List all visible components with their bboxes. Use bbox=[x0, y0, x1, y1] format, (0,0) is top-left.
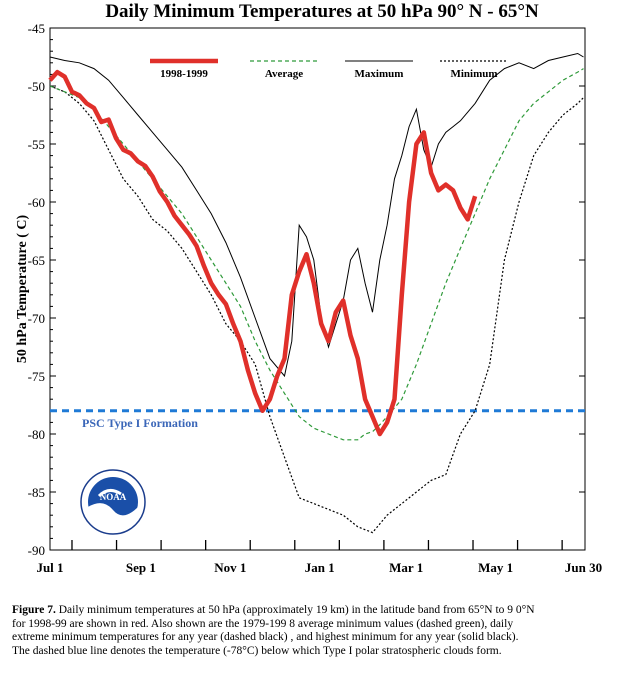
x-tick-label: Mar 1 bbox=[389, 560, 423, 575]
psc-threshold-label: PSC Type I Formation bbox=[82, 416, 198, 430]
temperature-chart: Daily Minimum Temperatures at 50 hPa 90°… bbox=[15, 1, 602, 575]
plot-area bbox=[49, 27, 586, 551]
x-tick-label: Sep 1 bbox=[126, 560, 156, 575]
logo-text: NOAA bbox=[100, 492, 127, 502]
y-axis-label: 50 hPa Temperature ( C) bbox=[15, 215, 30, 364]
series-line-minimum bbox=[49, 85, 584, 534]
legend-label-1: Average bbox=[265, 68, 303, 80]
axis-layer: -90 -85 -80 -75 -70 -65 -60 -55 -50 -45 Jul 1 Sep 1… bbox=[28, 21, 602, 575]
y-tick-label: -85 bbox=[28, 485, 45, 500]
threshold-layer: PSC Type I Formation bbox=[50, 409, 585, 430]
y-tick-label: -75 bbox=[28, 369, 45, 384]
caption-line-2: for 1998-99 are shown in red. Also shown… bbox=[12, 617, 514, 630]
legend-label-2: Maximum bbox=[355, 68, 404, 80]
legend-label-3: Minimum bbox=[450, 68, 497, 80]
y-tick-label: -90 bbox=[28, 543, 45, 558]
caption-line-3: extreme minimum temperatures for any yea… bbox=[12, 631, 519, 643]
y-tick-label: -45 bbox=[28, 21, 45, 36]
y-tick-label: -50 bbox=[28, 79, 45, 94]
caption-label: Figure 7. bbox=[12, 604, 56, 616]
noaa-logo: NOAA bbox=[80, 469, 146, 535]
y-tick-label: -65 bbox=[28, 253, 45, 268]
series-line-1998-1999 bbox=[48, 69, 478, 437]
figure-caption: Figure 7. Daily minimum temperatures at … bbox=[12, 604, 632, 658]
series-layer bbox=[48, 52, 584, 534]
series-line-average bbox=[49, 68, 584, 441]
y-tick-label: -80 bbox=[28, 427, 45, 442]
chart-title: Daily Minimum Temperatures at 50 hPa 90°… bbox=[105, 1, 539, 22]
legend-label-0: 1998-1999 bbox=[160, 68, 208, 80]
x-tick-label: Nov 1 bbox=[214, 560, 246, 575]
y-tick-label: -55 bbox=[28, 137, 45, 152]
x-tick-label: Jun 30 bbox=[565, 560, 602, 575]
caption-line-1: Daily minimum temperatures at 50 hPa (ap… bbox=[55, 604, 535, 616]
y-tick-label: -70 bbox=[28, 311, 45, 326]
x-tick-label: May 1 bbox=[478, 560, 513, 575]
y-tick-label: -60 bbox=[28, 195, 45, 210]
x-tick-label: Jan 1 bbox=[305, 560, 335, 575]
caption-line-4: The dashed blue line denotes the tempera… bbox=[12, 644, 502, 657]
legend: 1998-1999 Average Maximum Minimum bbox=[150, 58, 508, 80]
x-tick-label: Jul 1 bbox=[36, 560, 63, 575]
series-line-maximum bbox=[49, 52, 584, 378]
